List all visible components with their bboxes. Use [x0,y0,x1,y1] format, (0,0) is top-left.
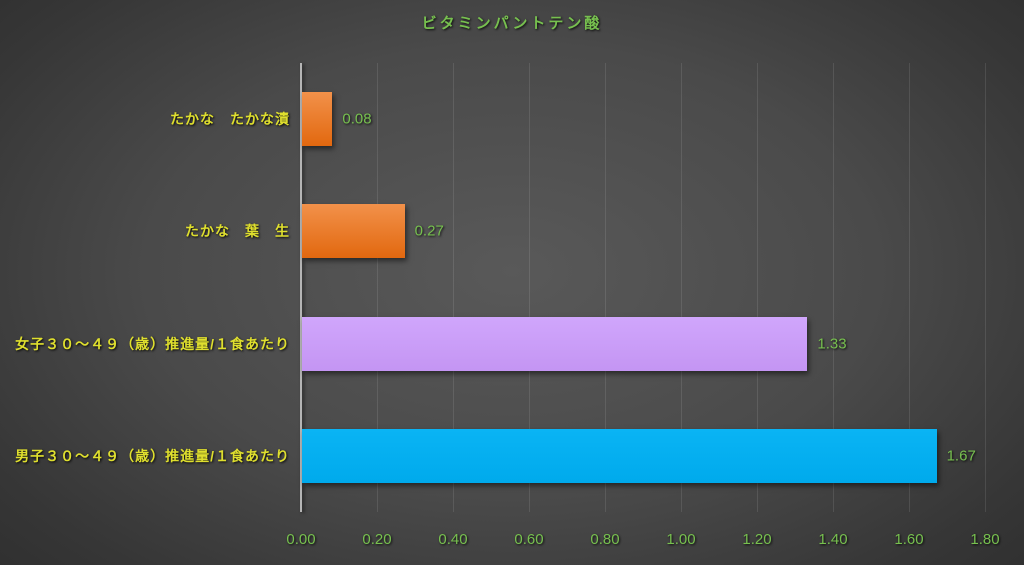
gridline [605,63,606,512]
bar [302,92,333,147]
x-tick-label: 0.80 [590,531,620,548]
gridline [681,63,682,512]
bar [302,316,808,371]
bar [302,428,937,483]
x-tick-label: 1.60 [894,531,924,548]
category-label: 男子３０～４９（歳）推進量/１食あたり [15,447,290,464]
bar [302,204,405,259]
data-label: 0.08 [342,110,372,128]
x-tick-label: 1.20 [742,531,772,548]
data-label: 0.27 [414,222,444,240]
x-tick-label: 0.00 [286,531,316,548]
gridline [453,63,454,512]
chart-title: ビタミンパントテン酸 [421,15,603,32]
category-label: たかな たかな漬 [170,111,290,128]
x-tick-label: 0.20 [362,531,392,548]
x-tick-label: 1.40 [818,531,848,548]
x-tick-label: 0.40 [438,531,468,548]
data-label: 1.33 [817,335,847,353]
x-tick-label: 1.80 [970,531,1000,548]
gridline [909,63,910,512]
category-label: たかな 葉 生 [185,223,290,240]
category-label: 女子３０～４９（歳）推進量/１食あたり [15,335,290,352]
gridline [757,63,758,512]
gridline [377,63,378,512]
gridline [985,63,986,512]
gridline [833,63,834,512]
data-label: 1.67 [946,447,976,465]
gridline [529,63,530,512]
plot-area: 0.08 0.27 1.33 1.67 [300,63,986,512]
x-tick-label: 0.60 [514,531,544,548]
x-tick-label: 1.00 [666,531,696,548]
x-axis: 0.00 0.20 0.40 0.60 0.80 1.00 1.20 1.40 1.60 1.80 [0,531,1024,553]
y-axis-line [300,63,302,512]
category-axis: たかな たかな漬たかな 葉 生女子３０～４９（歳）推進量/１食あたり 男子３０～４… [0,63,290,512]
